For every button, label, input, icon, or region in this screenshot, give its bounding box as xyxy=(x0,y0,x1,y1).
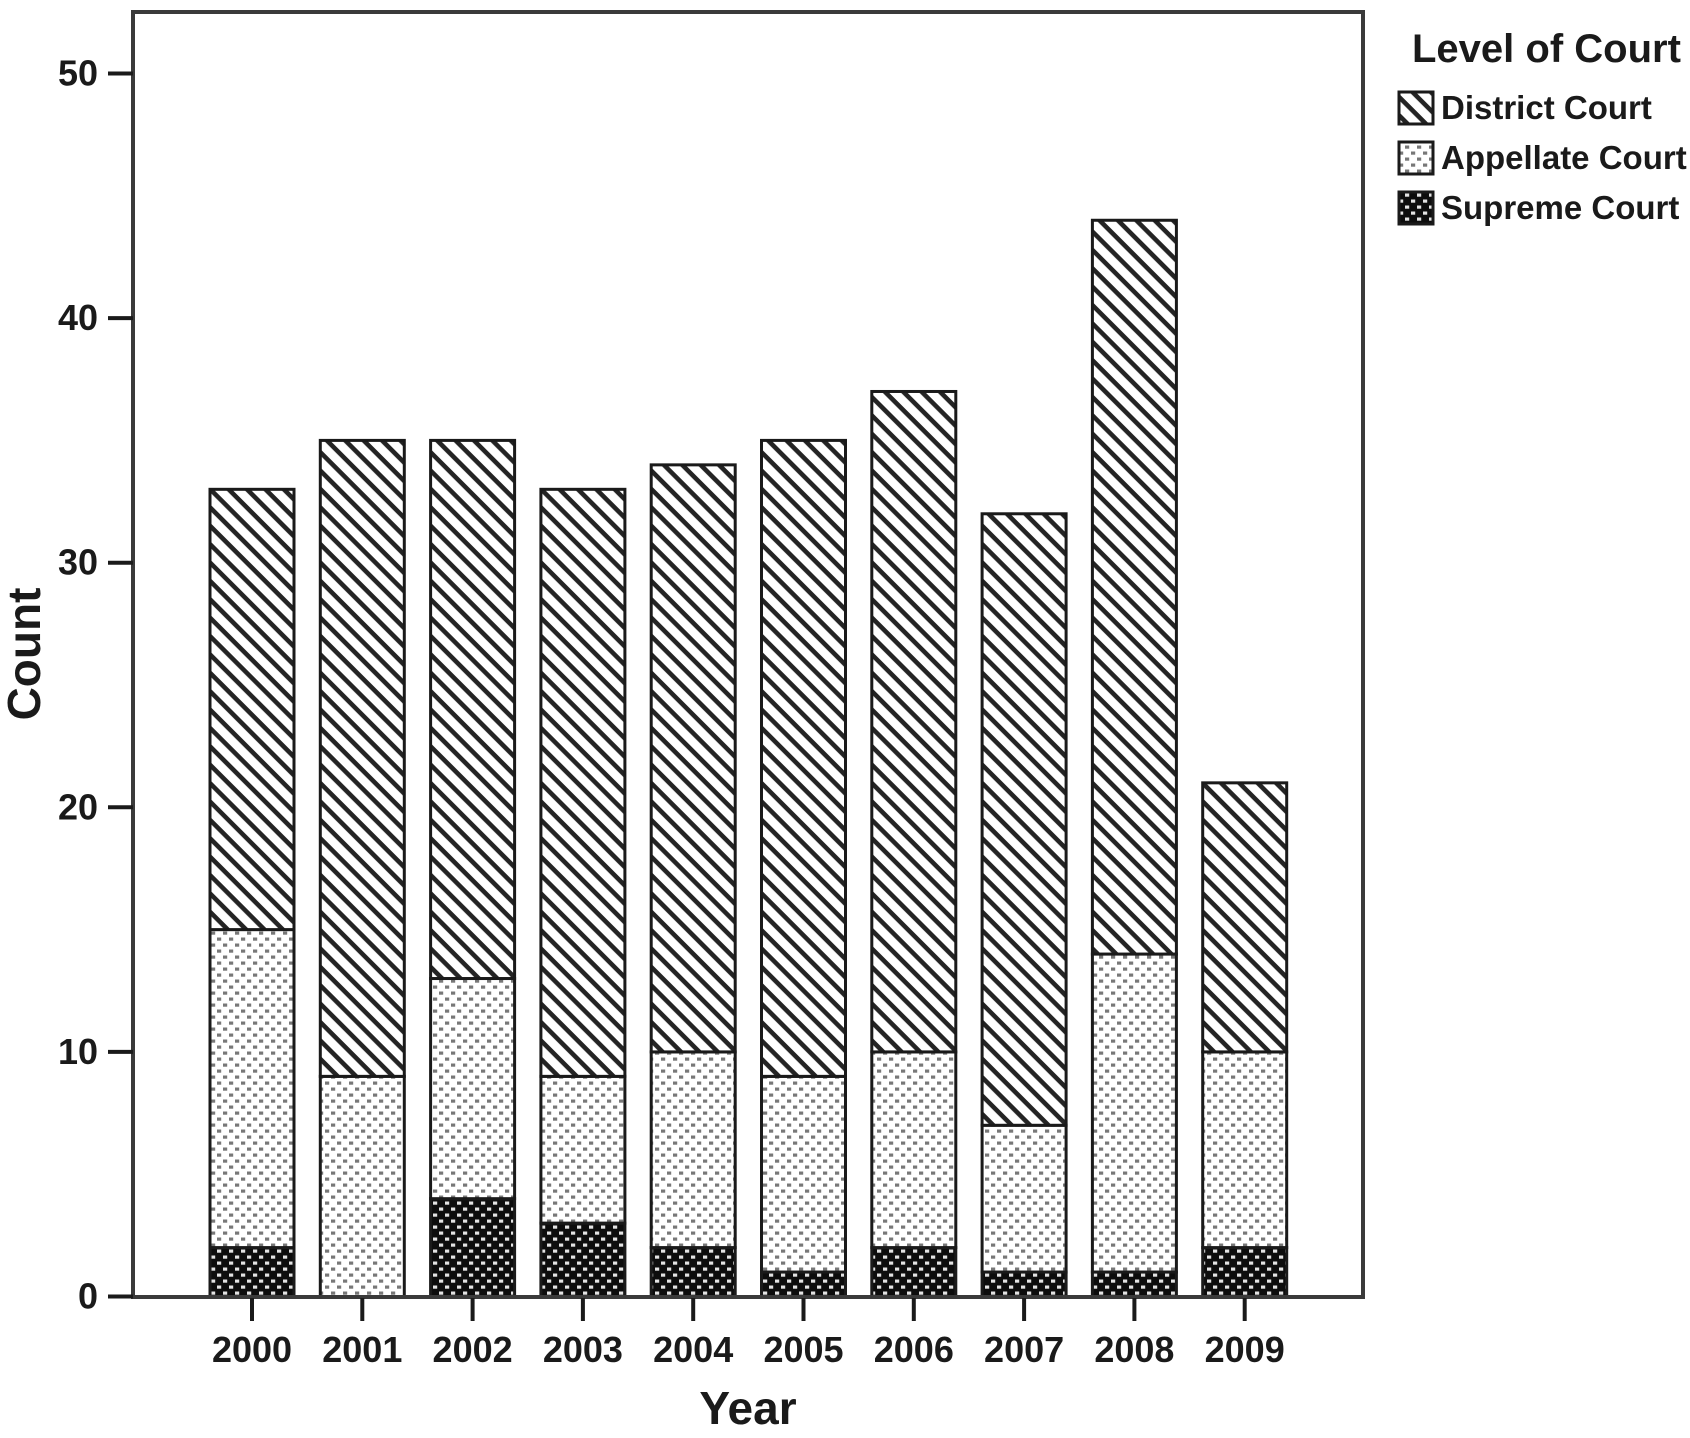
bar-segment-2000-appellate-court xyxy=(208,928,296,1250)
bar-segment-2001-district-court xyxy=(318,438,406,1078)
bar-segment-2002-supreme-court xyxy=(429,1197,517,1299)
bar-segment-2006-appellate-court xyxy=(870,1050,958,1250)
bar-segment-2007-supreme-court xyxy=(980,1270,1068,1299)
bar-segment-2009-district-court xyxy=(1201,781,1289,1054)
x-tick-label-2005: 2005 xyxy=(763,1329,843,1370)
x-axis: 2000 2001 2002 2003 2004 2005 2006 2007 2008 2009 xyxy=(212,1298,1285,1370)
bar-segment-2009-appellate-court xyxy=(1201,1050,1289,1250)
bar-segment-2005-supreme-court xyxy=(760,1270,847,1299)
bar-segment-2008-appellate-court xyxy=(1090,952,1178,1274)
bar-segment-2000-supreme-court xyxy=(208,1246,296,1298)
y-axis: 0 10 20 30 40 50 xyxy=(58,53,133,1317)
bar-segment-2008-supreme-court xyxy=(1090,1270,1178,1299)
bar-segment-2007-district-court xyxy=(980,512,1068,1127)
bar-segment-2005-appellate-court xyxy=(760,1074,847,1274)
y-tick-label-30: 30 xyxy=(58,542,98,583)
plot-area-frame xyxy=(131,10,1365,1299)
x-tick-label-2002: 2002 xyxy=(433,1329,513,1370)
legend-swatch-supreme-court-icon xyxy=(1397,190,1435,226)
x-tick-label-2006: 2006 xyxy=(874,1329,954,1370)
bar-segment-2001-appellate-court xyxy=(318,1074,406,1298)
legend-label-appellate-court: Appellate Court xyxy=(1441,139,1687,176)
x-tick-label-2007: 2007 xyxy=(984,1329,1064,1370)
x-axis-title: Year xyxy=(699,1382,796,1434)
bar-segment-2004-district-court xyxy=(649,463,737,1054)
x-tick-label-2003: 2003 xyxy=(543,1329,623,1370)
legend-swatch-district-court-icon xyxy=(1397,90,1435,126)
bar-segment-2004-supreme-court xyxy=(649,1246,737,1298)
y-tick-label-10: 10 xyxy=(58,1031,98,1072)
x-tick-label-2000: 2000 xyxy=(212,1329,292,1370)
legend-swatch-appellate-court-icon xyxy=(1397,140,1435,176)
bar-segment-2000-district-court xyxy=(208,487,296,932)
legend-label-supreme-court: Supreme Court xyxy=(1441,189,1679,226)
x-tick-label-2004: 2004 xyxy=(653,1329,733,1370)
y-tick-label-0: 0 xyxy=(78,1276,98,1317)
bar-segment-2003-district-court xyxy=(539,487,627,1078)
bar-segment-2006-supreme-court xyxy=(870,1246,958,1298)
bar-segment-2003-appellate-court xyxy=(539,1074,627,1225)
legend-label-district-court: District Court xyxy=(1441,89,1652,126)
y-tick-label-20: 20 xyxy=(58,786,98,827)
legend-title: Level of Court xyxy=(1412,27,1681,71)
bar-segment-2005-district-court xyxy=(760,438,847,1078)
bar-segment-2002-appellate-court xyxy=(429,977,517,1201)
y-tick-label-40: 40 xyxy=(58,297,98,338)
bar-segment-2009-supreme-court xyxy=(1201,1246,1289,1298)
bar-segment-2003-supreme-court xyxy=(539,1221,627,1298)
bar-segment-2007-appellate-court xyxy=(980,1123,1068,1274)
bar-segment-2002-district-court xyxy=(429,438,517,981)
x-tick-label-2009: 2009 xyxy=(1205,1329,1285,1370)
x-tick-label-2008: 2008 xyxy=(1094,1329,1174,1370)
legend-items: District Court Appellate Court Supreme Cou… xyxy=(1397,89,1687,226)
bar-segment-2008-district-court xyxy=(1090,218,1178,956)
bars-group xyxy=(208,218,1289,1299)
x-tick-label-2001: 2001 xyxy=(322,1329,402,1370)
y-axis-title: Count xyxy=(0,588,50,721)
y-tick-label-50: 50 xyxy=(58,53,98,94)
bar-segment-2004-appellate-court xyxy=(649,1050,737,1250)
bar-segment-2006-district-court xyxy=(870,389,958,1054)
legend: Level of Court District Court Appellate C… xyxy=(1397,27,1687,226)
